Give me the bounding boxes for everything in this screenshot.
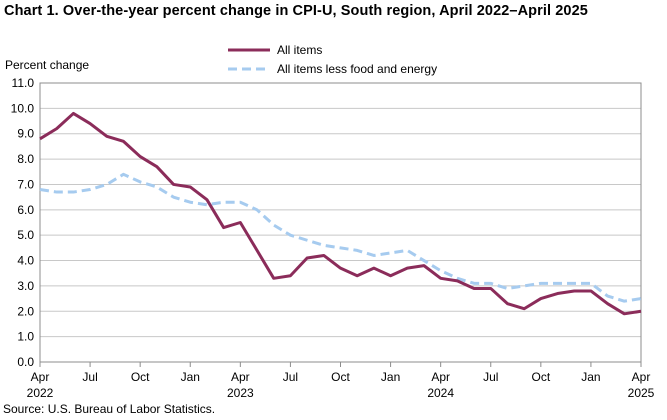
legend: All items All items less food and energy	[228, 43, 437, 76]
y-tick-label: 2.0	[17, 304, 34, 318]
y-tick-label: 7.0	[17, 177, 34, 191]
x-tick-month: Jan	[581, 370, 600, 384]
x-tick-month: Apr	[31, 370, 50, 384]
series-line-core	[39, 172, 642, 303]
y-axis-label: Percent change	[5, 58, 90, 72]
y-tick-label: 5.0	[17, 228, 34, 242]
x-tick-month: Jan	[381, 370, 400, 384]
y-tick-labels: 0.0 1.0 2.0 3.0 4.0 5.0 6.0 7.0 8.0 9.0 10.0 11.0	[11, 76, 35, 369]
y-tick-label: 4.0	[17, 254, 34, 268]
y-tick-label: 6.0	[17, 203, 34, 217]
x-tick-year: 2024	[427, 386, 454, 400]
legend-label-all-items: All items	[277, 43, 322, 57]
x-tick-month: Jul	[82, 370, 97, 384]
x-tick-month: Oct	[131, 370, 150, 384]
legend-label-core: All items less food and energy	[277, 62, 437, 76]
series-lines	[39, 111, 642, 316]
gridlines	[39, 82, 642, 363]
x-tick-month: Jul	[283, 370, 298, 384]
x-tick-month: Jan	[181, 370, 200, 384]
x-tick-month: Apr	[431, 370, 450, 384]
x-tick-year: 2023	[227, 386, 254, 400]
y-tick-label: 9.0	[17, 127, 34, 141]
y-tick-label: 3.0	[17, 279, 34, 293]
x-tick-month: Jul	[483, 370, 498, 384]
source-note: Source: U.S. Bureau of Labor Statistics.	[3, 402, 216, 416]
series-line-all-items	[39, 111, 642, 316]
y-tick-label: 10.0	[11, 101, 35, 115]
x-tick-year: 2025	[628, 386, 655, 400]
x-tick-year: 2022	[27, 386, 54, 400]
y-tick-label: 0.0	[17, 355, 34, 369]
plot-frame	[39, 82, 642, 363]
x-tick-labels: Apr 2022 Jul Oct Jan Apr 2023 Jul Oct Jan Apr 2024 J…	[27, 362, 655, 400]
y-tick-label: 1.0	[17, 330, 34, 344]
x-tick-month: Oct	[531, 370, 550, 384]
x-tick-month: Apr	[231, 370, 250, 384]
x-tick-month: Oct	[331, 370, 350, 384]
x-tick-month: Apr	[632, 370, 651, 384]
y-tick-label: 11.0	[12, 76, 35, 90]
chart-title: Chart 1. Over-the-year percent change in…	[4, 3, 588, 19]
y-tick-label: 8.0	[17, 152, 34, 166]
